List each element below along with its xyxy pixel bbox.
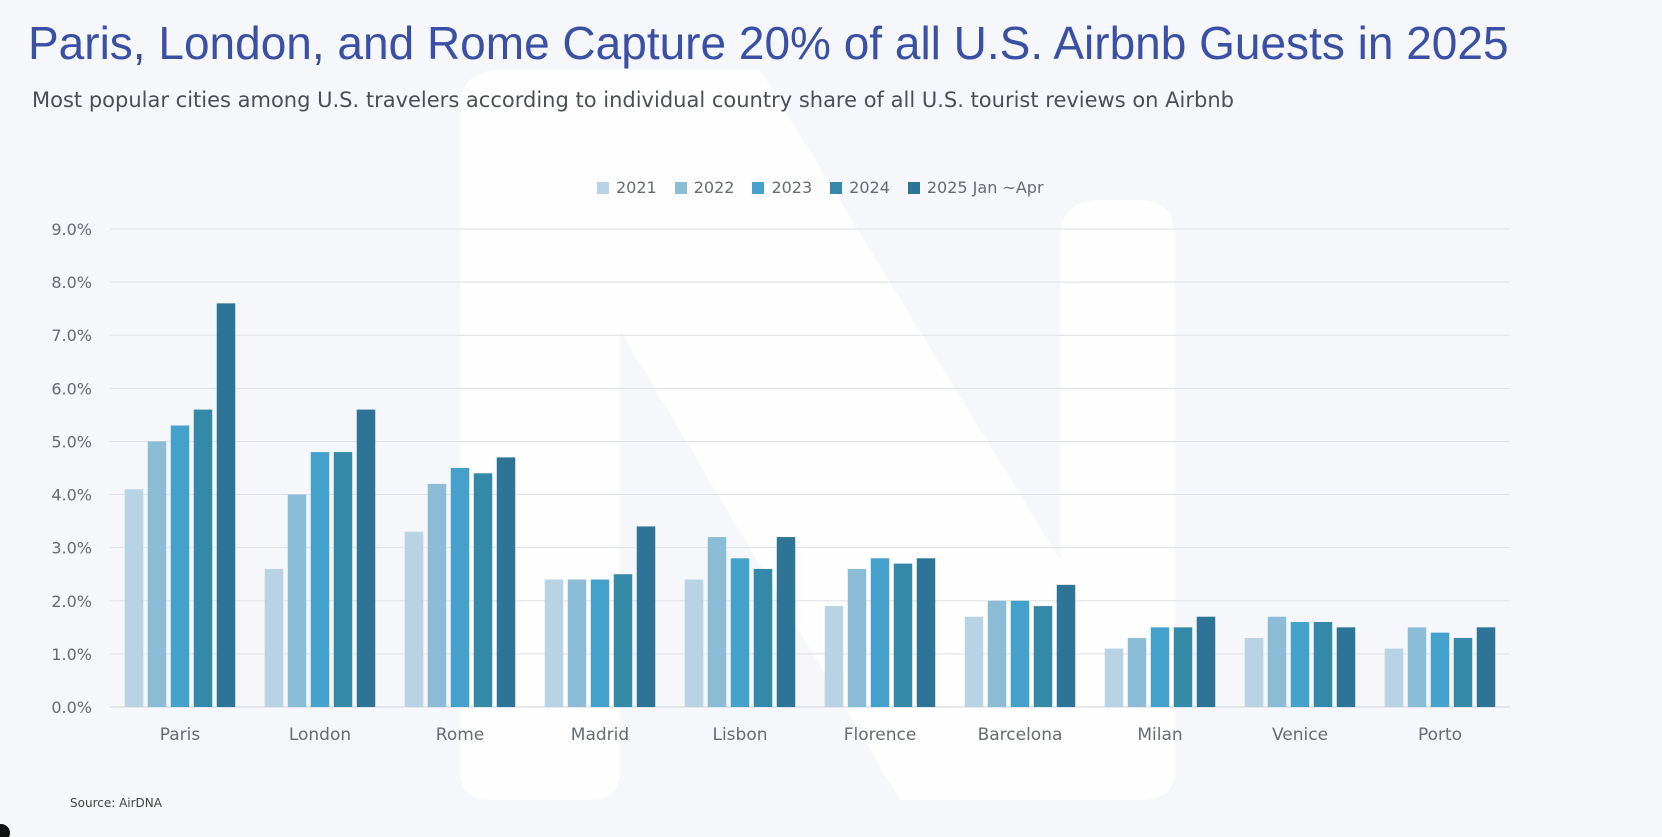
bar-barcelona-3 [1033, 606, 1053, 707]
bar-london-4 [356, 409, 376, 707]
chart-legend: 2021 2022 2023 2024 2025 Jan ~Apr [597, 178, 1044, 197]
legend-label: 2023 [771, 178, 813, 197]
bar-venice-3 [1313, 622, 1333, 707]
y-tick-label: 1.0% [51, 645, 92, 664]
legend-item: 2021 [597, 178, 657, 197]
y-tick-label: 7.0% [51, 326, 92, 345]
x-category-label: Venice [1272, 725, 1328, 745]
legend-swatch [907, 181, 920, 194]
x-category-label: Florence [844, 725, 917, 745]
x-category-label: London [289, 725, 351, 745]
bar-milan-4 [1196, 616, 1216, 707]
bar-london-1 [287, 494, 307, 707]
bar-milan-3 [1173, 627, 1193, 707]
bar-porto-4 [1476, 627, 1496, 707]
bar-barcelona-4 [1056, 584, 1076, 707]
x-category-label: Milan [1137, 725, 1182, 745]
x-category-label: Madrid [571, 725, 629, 745]
y-tick-label: 6.0% [51, 379, 92, 398]
bar-paris-2 [170, 425, 190, 707]
corner-dot [0, 824, 10, 837]
bar-rome-3 [473, 473, 493, 707]
bar-london-3 [333, 452, 353, 707]
x-category-label: Lisbon [712, 725, 767, 745]
bar-florence-4 [916, 558, 936, 707]
legend-label: 2021 [616, 178, 657, 197]
bar-madrid-0 [544, 579, 564, 707]
x-category-label: Paris [160, 725, 201, 745]
bar-madrid-1 [567, 579, 587, 707]
bar-rome-4 [496, 457, 516, 707]
y-tick-label: 2.0% [51, 592, 92, 611]
legend-swatch [830, 181, 843, 194]
y-tick-label: 0.0% [51, 698, 92, 717]
legend-item: 2025 Jan ~Apr [907, 178, 1044, 197]
bar-venice-0 [1244, 637, 1264, 707]
bar-milan-0 [1104, 648, 1124, 707]
legend-item: 2022 [674, 178, 735, 197]
x-category-label: Barcelona [978, 725, 1063, 745]
bar-chart: 0.0% 1.0% 2.0% 3.0% 4.0% 5.0% 6.0% 7.0% 8.0% 9.0%… [51, 220, 1510, 745]
bar-florence-0 [824, 606, 844, 707]
legend-label: 2022 [693, 178, 735, 197]
legend-item: 2023 [752, 178, 812, 197]
source-note: Source: AirDNA [70, 796, 162, 810]
bar-porto-3 [1453, 637, 1473, 707]
bar-milan-1 [1127, 637, 1147, 707]
legend-swatch [597, 181, 609, 194]
bar-lisbon-3 [753, 568, 773, 707]
legend-label: 2024 [849, 178, 890, 197]
bar-rome-1 [427, 483, 447, 707]
bar-lisbon-4 [776, 537, 796, 707]
legend-item: 2024 [830, 178, 890, 197]
bar-rome-0 [404, 531, 424, 707]
bar-venice-1 [1267, 616, 1287, 707]
y-tick-label: 3.0% [51, 539, 92, 558]
x-category-label: Rome [436, 725, 484, 745]
bar-paris-4 [216, 303, 236, 707]
bar-rome-2 [450, 468, 470, 707]
y-tick-label: 8.0% [51, 273, 92, 292]
bar-madrid-3 [613, 574, 633, 707]
bar-florence-3 [893, 563, 913, 707]
y-tick-label: 9.0% [51, 220, 92, 239]
y-tick-label: 4.0% [51, 486, 92, 505]
bar-london-2 [310, 452, 330, 707]
bar-london-0 [264, 568, 284, 707]
bar-porto-1 [1407, 627, 1427, 707]
bar-florence-1 [847, 568, 867, 707]
legend-swatch [752, 181, 765, 194]
bar-lisbon-1 [707, 537, 727, 707]
bar-venice-4 [1336, 627, 1356, 707]
bar-lisbon-2 [730, 558, 750, 707]
bar-milan-2 [1150, 627, 1170, 707]
bar-paris-1 [147, 441, 167, 707]
bar-florence-2 [870, 558, 890, 707]
bar-paris-3 [193, 409, 213, 707]
bar-porto-0 [1384, 648, 1404, 707]
legend-label: 2025 Jan ~Apr [926, 178, 1044, 197]
bar-barcelona-0 [964, 616, 984, 707]
bar-porto-2 [1430, 632, 1450, 707]
bar-barcelona-1 [987, 600, 1007, 707]
chart-title: Paris, London, and Rome Capture 20% of a… [28, 17, 1509, 69]
bar-paris-0 [124, 489, 144, 707]
bar-madrid-2 [590, 579, 610, 707]
legend-swatch [674, 181, 687, 194]
x-category-label: Porto [1418, 725, 1462, 745]
bar-barcelona-2 [1010, 600, 1030, 707]
y-tick-label: 5.0% [51, 432, 92, 451]
bar-madrid-4 [636, 526, 656, 707]
bar-venice-2 [1290, 622, 1310, 707]
bar-lisbon-0 [684, 579, 704, 707]
chart-subtitle: Most popular cities among U.S. travelers… [32, 88, 1234, 112]
